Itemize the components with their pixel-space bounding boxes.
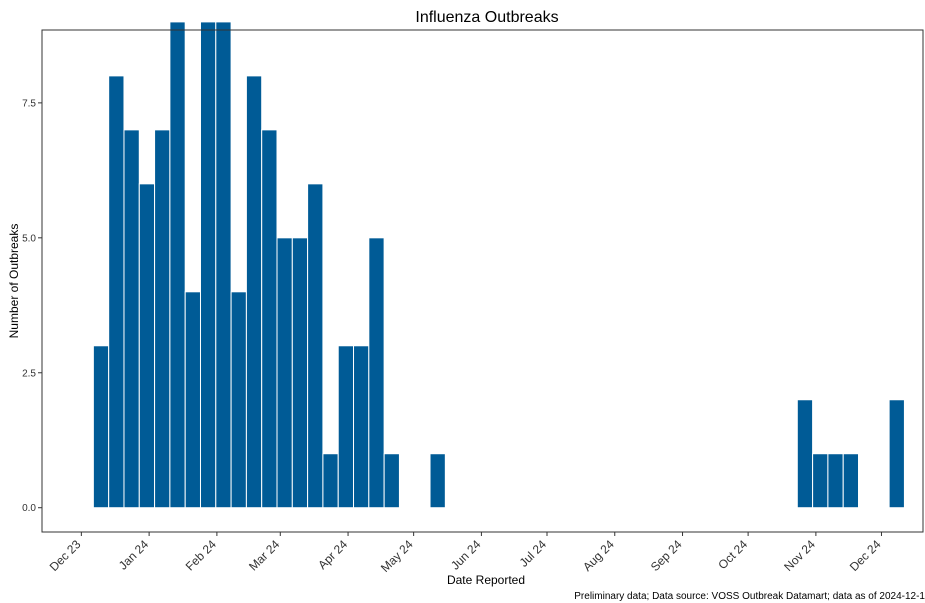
x-tick-label: Jan 24 — [116, 537, 152, 573]
x-tick-label: Feb 24 — [183, 537, 220, 574]
bar-2024-02-11 — [230, 291, 247, 509]
bar-2023-12-17 — [108, 75, 125, 509]
x-tick-label: Mar 24 — [246, 537, 283, 574]
bar-2024-04-21 — [383, 453, 400, 509]
x-tick-label: Dec 23 — [47, 537, 84, 574]
bar-2024-02-25 — [261, 129, 278, 509]
bar-2024-11-17 — [842, 453, 860, 509]
bars-group — [92, 21, 905, 509]
bar-2024-01-28 — [199, 21, 217, 509]
bar-2024-02-18 — [245, 75, 263, 509]
y-tick-label: 2.5 — [22, 368, 36, 379]
bar-2024-03-03 — [276, 237, 293, 509]
bar-2023-12-10 — [92, 345, 110, 509]
y-axis: 0.0 2.5 5.0 7.5 — [22, 98, 42, 514]
x-axis-title: Date Reported — [447, 573, 525, 587]
chart-title: Influenza Outbreaks — [415, 9, 558, 26]
x-tick-label: Jul 24 — [517, 537, 550, 570]
x-tick-label: Dec 24 — [847, 537, 884, 574]
bar-2023-12-31 — [138, 183, 156, 509]
x-tick-label: Jun 24 — [448, 537, 484, 573]
bar-2024-03-24 — [322, 453, 339, 509]
x-tick-label: May 24 — [378, 537, 416, 575]
x-tick-label: Nov 24 — [781, 537, 818, 574]
x-tick-label: Sep 24 — [648, 537, 685, 574]
bar-2024-10-27 — [796, 399, 814, 509]
bar-2024-04-07 — [353, 345, 370, 509]
bar-2024-01-07 — [154, 129, 171, 509]
bar-2024-03-10 — [291, 237, 309, 509]
bar-2024-05-12 — [429, 453, 446, 509]
bar-2024-12-08 — [888, 399, 905, 509]
source-caption: Preliminary data; Data source: VOSS Outb… — [574, 591, 925, 602]
bar-2024-01-14 — [169, 21, 186, 509]
plot-panel-border — [41, 29, 924, 533]
bar-2024-01-21 — [184, 291, 201, 509]
y-tick-label: 7.5 — [22, 98, 36, 109]
x-axis: Dec 23 Jan 24 Feb 24 Mar 24 Apr 24 May 24 Jun … — [47, 532, 884, 575]
bar-2024-04-14 — [368, 237, 385, 509]
bar-2024-03-31 — [337, 345, 355, 509]
bar-2024-02-04 — [215, 21, 232, 509]
y-axis-title: Number of Outbreaks — [7, 224, 21, 339]
bar-2024-11-03 — [812, 453, 829, 509]
x-tick-label: Oct 24 — [715, 537, 750, 572]
y-tick-label: 0.0 — [22, 503, 36, 514]
bar-2024-03-17 — [307, 183, 324, 509]
bar-2023-12-24 — [123, 129, 140, 509]
x-tick-label: Aug 24 — [580, 537, 617, 574]
bar-2024-11-10 — [827, 453, 844, 509]
y-tick-label: 5.0 — [22, 233, 36, 244]
x-tick-label: Apr 24 — [315, 537, 350, 572]
